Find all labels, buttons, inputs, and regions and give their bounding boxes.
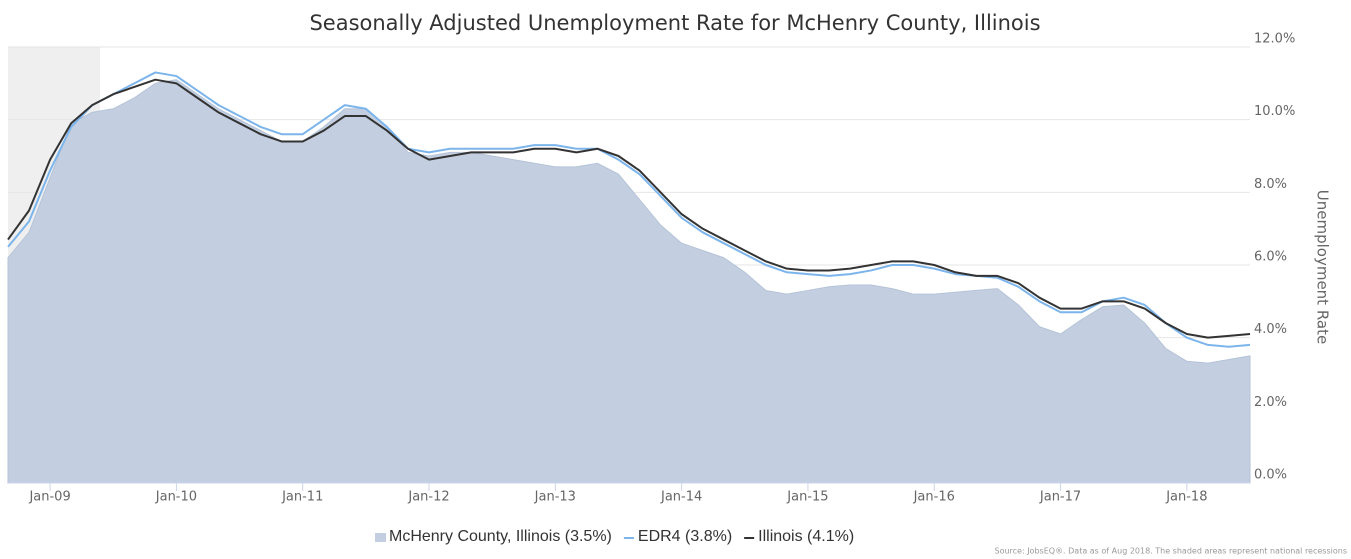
legend-label: Illinois (4.1%): [758, 528, 854, 545]
x-tick-label: Jan-16: [913, 490, 955, 505]
x-tick-label: Jan-09: [28, 490, 70, 505]
line: [7, 71, 1251, 348]
x-tick-label: Jan-18: [1165, 490, 1207, 505]
x-tick-label: Jan-12: [407, 490, 449, 505]
x-tick-label: Jan-10: [155, 490, 197, 505]
line: [7, 78, 1251, 339]
y-tick-label: 4.0%: [1254, 322, 1287, 337]
y-axis-label: Unemployment Rate: [1314, 190, 1332, 344]
y-tick-label: 10.0%: [1254, 104, 1295, 119]
legend-label: McHenry County, Illinois (3.5%): [389, 528, 612, 545]
x-tick-label: Jan-17: [1039, 490, 1081, 505]
y-tick-label: 2.0%: [1254, 395, 1287, 410]
x-tick-label: Jan-13: [534, 490, 576, 505]
x-tick-label: Jan-11: [281, 490, 323, 505]
legend-label: EDR4 (3.8%): [638, 528, 732, 545]
source-note: Source: JobsEQ®. Data as of Aug 2018. Th…: [994, 547, 1347, 556]
y-tick-label: 0.0%: [1254, 468, 1287, 483]
legend-swatch: [375, 533, 386, 542]
x-tick-label: Jan-15: [786, 490, 828, 505]
y-tick-label: 8.0%: [1254, 177, 1287, 192]
y-tick-label: 12.0%: [1254, 32, 1295, 47]
y-tick-label: 6.0%: [1254, 250, 1287, 265]
x-tick-label: Jan-14: [660, 490, 702, 505]
chart-title: Seasonally Adjusted Unemployment Rate fo…: [309, 11, 1040, 35]
area: [7, 79, 1251, 484]
